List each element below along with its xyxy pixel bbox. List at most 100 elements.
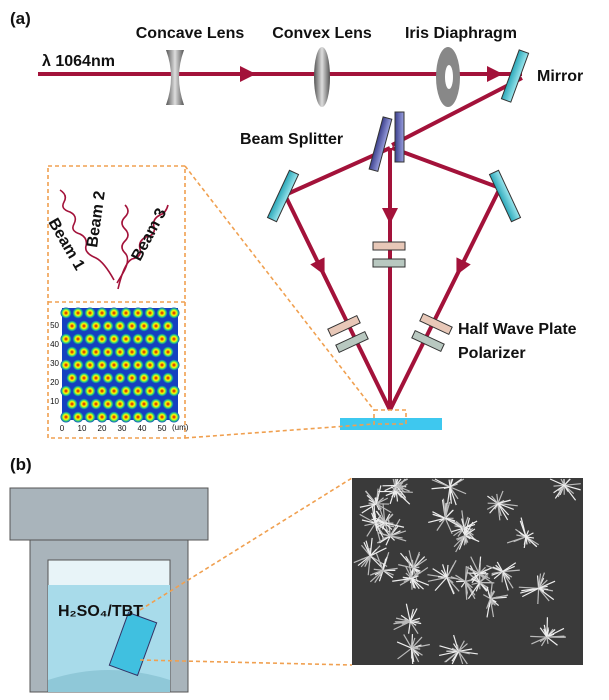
dot <box>91 347 102 358</box>
dot <box>133 334 144 345</box>
convex-lens <box>314 47 330 107</box>
dot <box>61 412 72 423</box>
dot <box>127 321 138 332</box>
dot <box>109 386 120 397</box>
beam-label: Beam 3 <box>129 206 171 264</box>
dot <box>79 373 90 384</box>
dot <box>115 347 126 358</box>
dot <box>145 360 156 371</box>
spike <box>465 566 466 581</box>
x-tick-label: 40 <box>138 424 147 433</box>
iris <box>436 47 460 107</box>
dot <box>145 386 156 397</box>
dot <box>169 334 180 345</box>
dot <box>169 412 180 423</box>
dot <box>109 334 120 345</box>
dot <box>97 308 108 319</box>
dot <box>145 412 156 423</box>
dot <box>151 373 162 384</box>
dot <box>151 321 162 332</box>
dot <box>79 399 90 410</box>
label: Polarizer <box>458 345 526 362</box>
dot <box>85 334 96 345</box>
spike <box>370 556 371 562</box>
y-tick-label: 20 <box>50 378 59 387</box>
dot <box>169 308 180 319</box>
spike <box>530 636 547 637</box>
interference-map <box>61 308 180 423</box>
dot <box>115 399 126 410</box>
dot <box>73 386 84 397</box>
dot <box>103 347 114 358</box>
dot <box>133 412 144 423</box>
dot <box>115 321 126 332</box>
dot <box>163 321 174 332</box>
dot <box>133 360 144 371</box>
dot <box>139 373 150 384</box>
spike <box>464 536 465 546</box>
dot <box>169 360 180 371</box>
spike <box>538 588 539 604</box>
dot <box>169 386 180 397</box>
dot <box>157 386 168 397</box>
dot <box>85 308 96 319</box>
label: Concave Lens <box>136 25 245 42</box>
dot <box>91 321 102 332</box>
label: Convex Lens <box>272 25 372 42</box>
panel-label: (b) <box>10 455 32 474</box>
dot <box>157 308 168 319</box>
dot <box>91 399 102 410</box>
dot <box>109 360 120 371</box>
dot <box>127 399 138 410</box>
concave-lens <box>166 50 184 105</box>
spike <box>376 497 377 503</box>
dot <box>139 347 150 358</box>
dot <box>127 347 138 358</box>
label: Iris Diaphragm <box>405 25 517 42</box>
label: Mirror <box>537 68 583 85</box>
dot <box>97 360 108 371</box>
dot <box>61 334 72 345</box>
y-tick-label: 50 <box>50 321 59 330</box>
dot <box>115 373 126 384</box>
dot <box>163 347 174 358</box>
x-tick-label: 0 <box>60 424 65 433</box>
dot <box>145 308 156 319</box>
dot <box>97 386 108 397</box>
y-tick-label: 30 <box>50 359 59 368</box>
dot <box>61 386 72 397</box>
y-tick-label: 10 <box>50 397 59 406</box>
dot <box>85 360 96 371</box>
x-tick-label: 10 <box>78 424 87 433</box>
dot <box>109 308 120 319</box>
dot <box>109 412 120 423</box>
dot <box>145 334 156 345</box>
dot <box>151 347 162 358</box>
dot <box>79 347 90 358</box>
figure: (a) λ 1064nm Concave Lens Convex Lens Ir… <box>0 0 609 695</box>
dot <box>163 399 174 410</box>
solution-label: H₂SO₄/TBT <box>58 603 143 620</box>
dot <box>121 386 132 397</box>
unit: (um) <box>172 423 189 432</box>
dot <box>67 347 78 358</box>
dot <box>103 399 114 410</box>
x-tick-label: 20 <box>98 424 107 433</box>
beam-splitter <box>395 112 404 162</box>
dot <box>97 334 108 345</box>
dot <box>73 308 84 319</box>
dot <box>139 321 150 332</box>
dot <box>85 386 96 397</box>
dot <box>121 334 132 345</box>
dot <box>157 412 168 423</box>
wavelength: λ 1064nm <box>42 53 115 70</box>
label: Half Wave Plate <box>458 321 577 338</box>
dot <box>85 412 96 423</box>
dot <box>61 308 72 319</box>
dot <box>67 321 78 332</box>
dot <box>133 308 144 319</box>
dot <box>67 399 78 410</box>
dot <box>121 412 132 423</box>
dot <box>151 399 162 410</box>
dot <box>157 334 168 345</box>
